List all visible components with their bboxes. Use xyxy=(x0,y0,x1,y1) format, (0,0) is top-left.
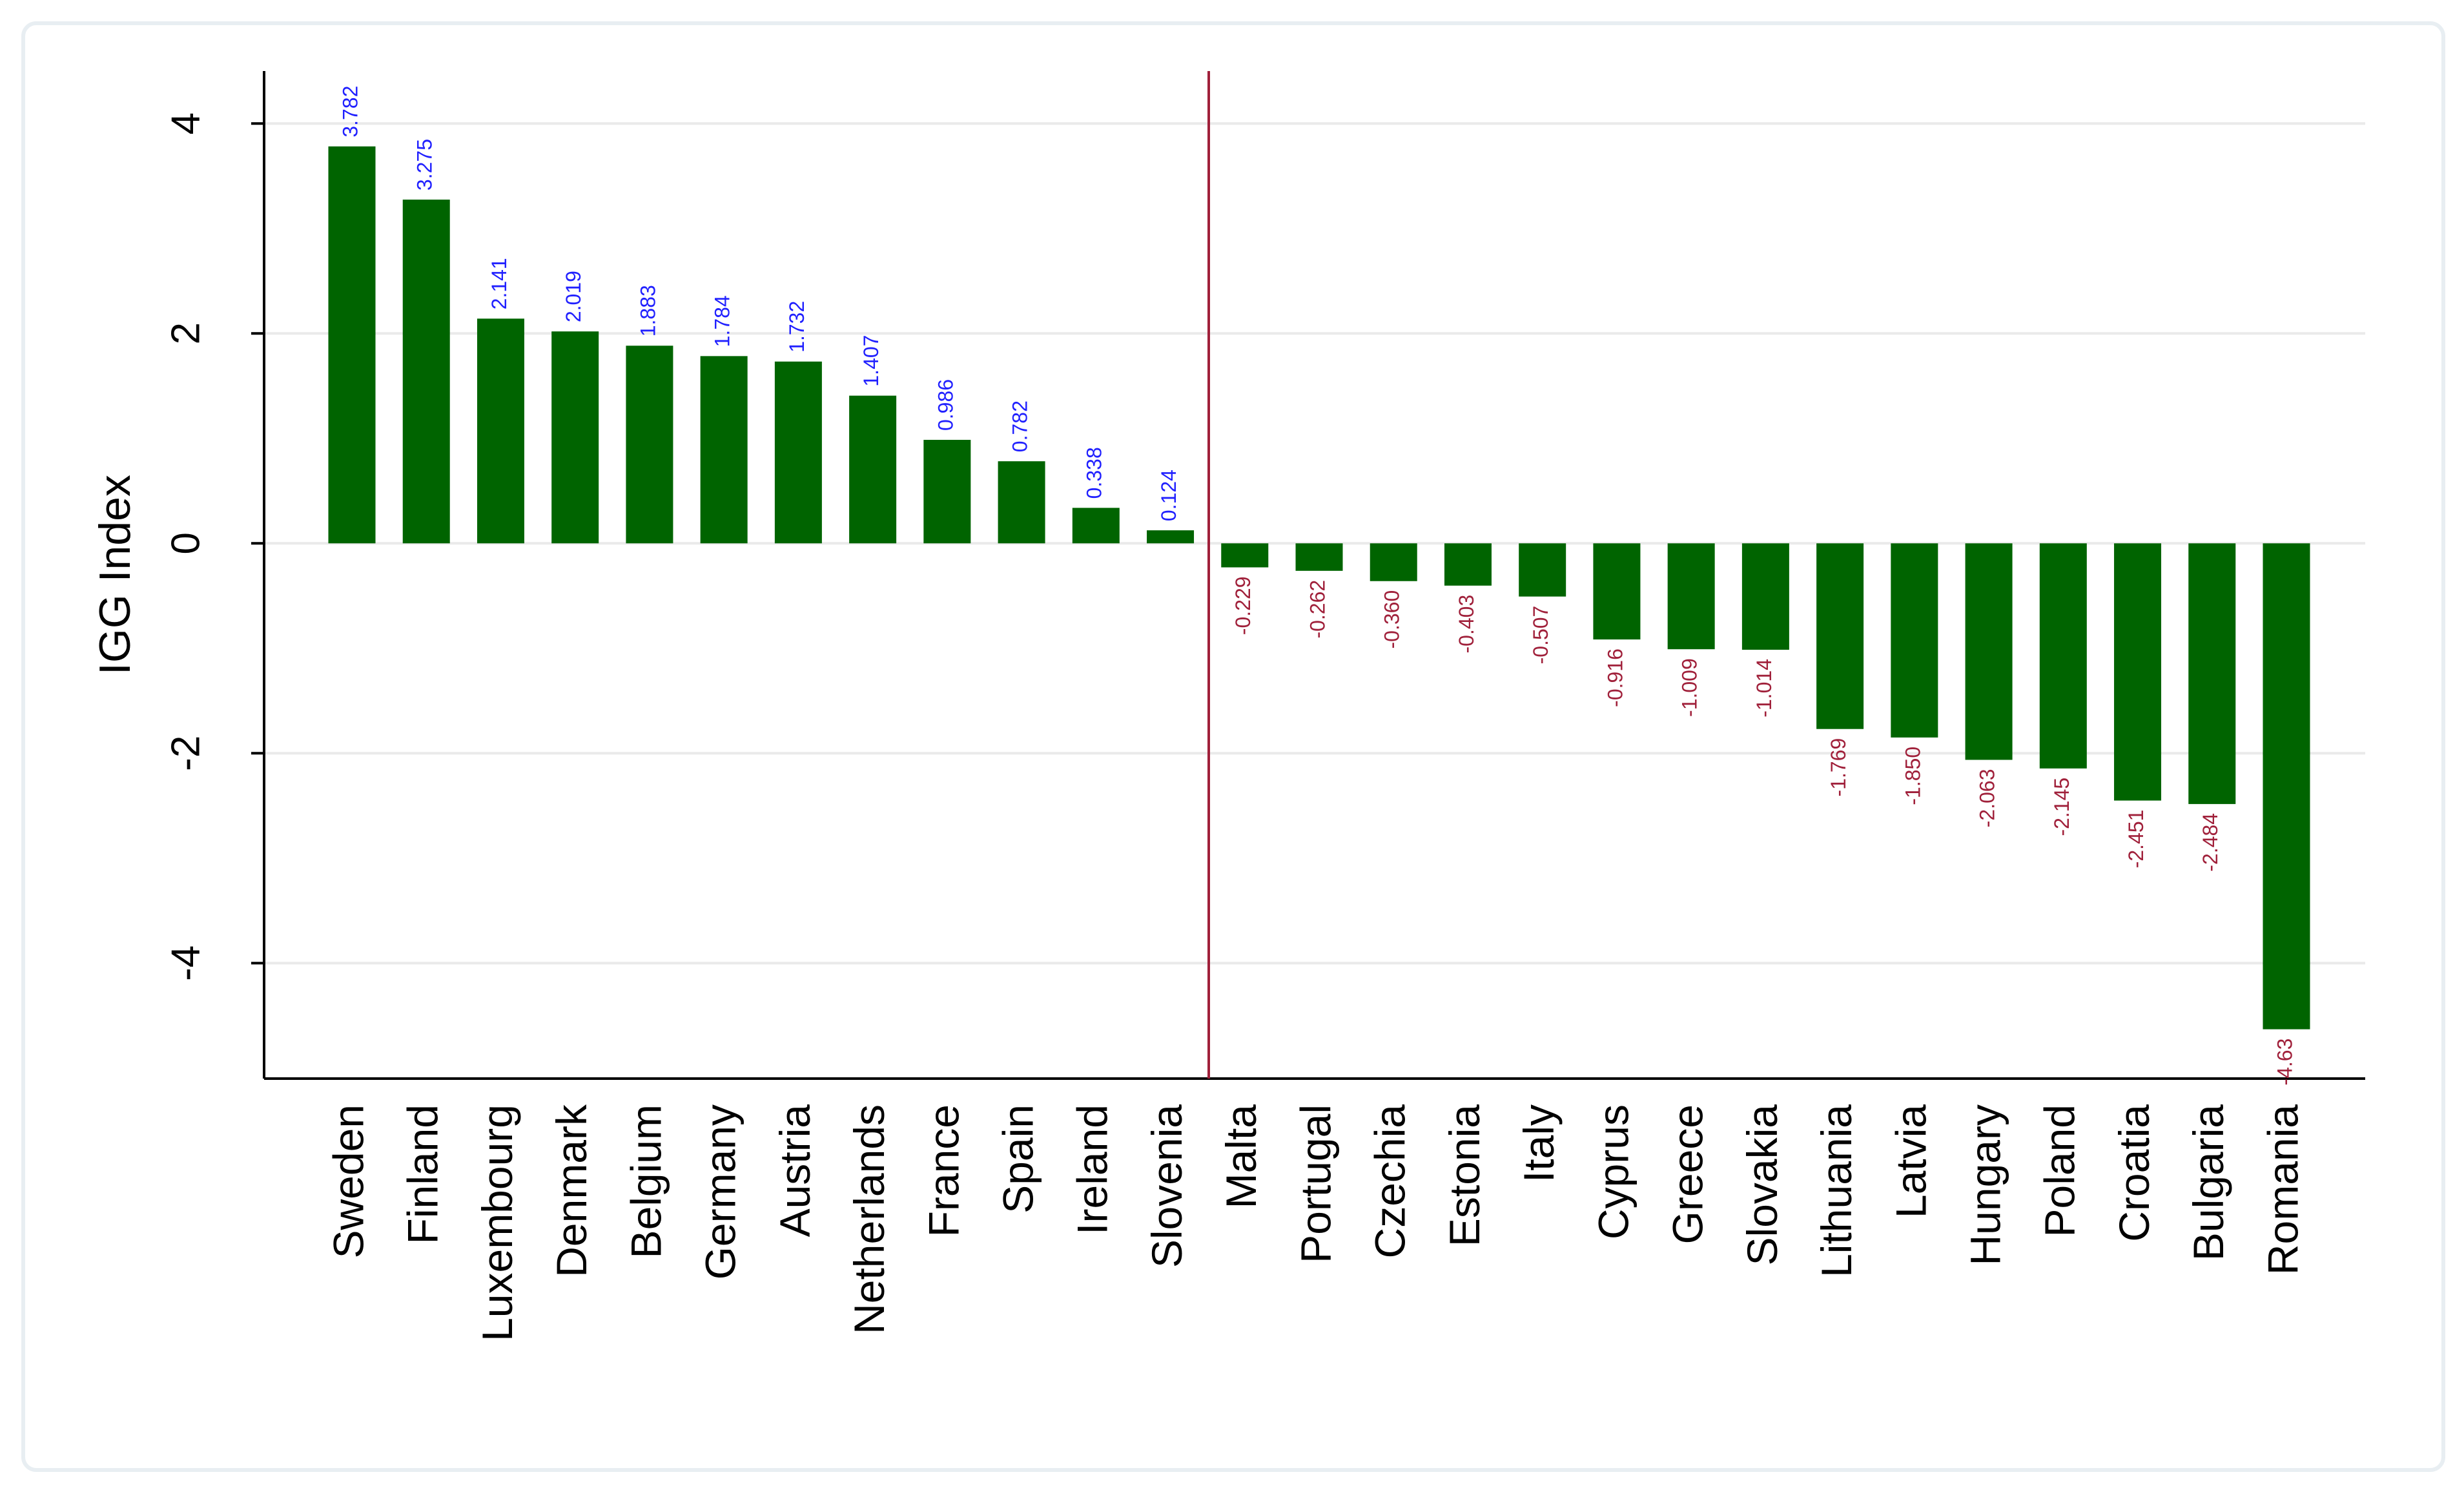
x-tick-label: Czechia xyxy=(1366,1104,1414,1259)
x-tick-label: Romania xyxy=(2259,1104,2306,1275)
x-tick-label: Austria xyxy=(771,1104,819,1237)
x-tick-label: Italy xyxy=(1515,1104,1563,1183)
value-label: -2.145 xyxy=(2050,778,2073,836)
value-label: -0.262 xyxy=(1306,580,1329,639)
x-tick-label: Croatia xyxy=(2110,1104,2158,1242)
x-tick-label: Germany xyxy=(697,1104,744,1279)
bar xyxy=(923,440,971,544)
y-tick-label: 4 xyxy=(163,112,208,134)
value-label: 1.784 xyxy=(711,295,734,347)
x-tick-label: Slovenia xyxy=(1143,1104,1191,1268)
bar xyxy=(477,318,524,544)
value-label: -1.769 xyxy=(1827,738,1850,797)
x-tick-label: Spain xyxy=(994,1104,1042,1214)
x-tick-label: Belgium xyxy=(622,1104,670,1258)
value-label: 1.407 xyxy=(859,335,883,387)
value-label: -0.360 xyxy=(1381,590,1404,649)
x-tick-label: Hungary xyxy=(1962,1104,2009,1265)
bar xyxy=(998,461,1045,544)
value-label: 3.782 xyxy=(338,86,362,138)
x-tick-label: Slovakia xyxy=(1738,1104,1786,1266)
bar xyxy=(2039,543,2087,769)
bar xyxy=(774,361,822,544)
x-tick-label: Ireland xyxy=(1069,1104,1116,1235)
bar xyxy=(2114,543,2162,801)
value-label: 0.986 xyxy=(934,379,957,431)
x-tick-label: France xyxy=(919,1104,967,1237)
x-tick-label: Luxembourg xyxy=(473,1104,521,1341)
bar xyxy=(1370,543,1417,581)
bar xyxy=(1593,543,1641,640)
x-tick-label: Bulgaria xyxy=(2184,1104,2232,1261)
bar xyxy=(1519,543,1566,597)
value-label: 2.019 xyxy=(562,271,585,322)
x-tick-label: Netherlands xyxy=(845,1104,893,1334)
value-label: 2.141 xyxy=(488,258,511,309)
bar xyxy=(402,200,450,544)
bar xyxy=(2263,543,2310,1030)
value-label: 0.782 xyxy=(1009,400,1032,452)
value-label: -4.63 xyxy=(2273,1039,2296,1086)
bar xyxy=(1965,543,2013,760)
y-axis-title: IGG Index xyxy=(90,475,139,675)
bar xyxy=(551,331,599,544)
y-tick-label: -4 xyxy=(163,946,208,981)
x-tick-label: Denmark xyxy=(548,1104,595,1278)
bar xyxy=(1667,543,1715,650)
x-tick-label: Portugal xyxy=(1291,1104,1339,1263)
x-tick-label: Sweden xyxy=(324,1104,372,1259)
value-label: -2.451 xyxy=(2124,810,2148,869)
value-label: -0.229 xyxy=(1231,576,1255,635)
value-label: 0.338 xyxy=(1083,447,1106,499)
value-label: -2.484 xyxy=(2199,813,2222,872)
bar xyxy=(1295,543,1343,571)
bar xyxy=(849,395,897,544)
x-tick-label: Lithuania xyxy=(1812,1104,1860,1278)
bar xyxy=(1072,508,1120,544)
x-tick-label: Malta xyxy=(1217,1104,1265,1209)
bar xyxy=(1816,543,1864,729)
y-tick-label: 2 xyxy=(163,322,208,344)
value-label: -1.850 xyxy=(1901,747,1924,805)
y-tick-label: -2 xyxy=(163,736,208,771)
value-label: -1.014 xyxy=(1752,659,1776,718)
value-label: -0.403 xyxy=(1455,595,1478,654)
bar xyxy=(1221,543,1269,568)
x-tick-label: Cyprus xyxy=(1589,1104,1637,1239)
bar xyxy=(328,146,376,544)
bar xyxy=(700,356,748,544)
value-label: -2.063 xyxy=(1976,769,1999,827)
x-tick-label: Finland xyxy=(399,1104,447,1244)
x-tick-label: Poland xyxy=(2036,1104,2084,1237)
value-label: 0.124 xyxy=(1157,470,1180,521)
x-tick-label: Estonia xyxy=(1441,1104,1488,1247)
value-label: 3.275 xyxy=(413,139,436,191)
value-label: -0.507 xyxy=(1529,606,1552,665)
bar xyxy=(1444,543,1492,586)
bar xyxy=(1147,530,1195,544)
value-label: 1.883 xyxy=(636,285,659,336)
x-tick-label: Greece xyxy=(1664,1104,1712,1244)
x-tick-label: Latvia xyxy=(1887,1104,1935,1218)
value-label: -0.916 xyxy=(1603,648,1627,707)
y-tick-label: 0 xyxy=(163,532,208,554)
bar xyxy=(2188,543,2236,804)
bar xyxy=(626,346,673,544)
bar xyxy=(1891,543,1938,738)
value-label: 1.732 xyxy=(785,301,808,353)
bar xyxy=(1741,543,1789,650)
value-label: -1.009 xyxy=(1678,658,1701,717)
